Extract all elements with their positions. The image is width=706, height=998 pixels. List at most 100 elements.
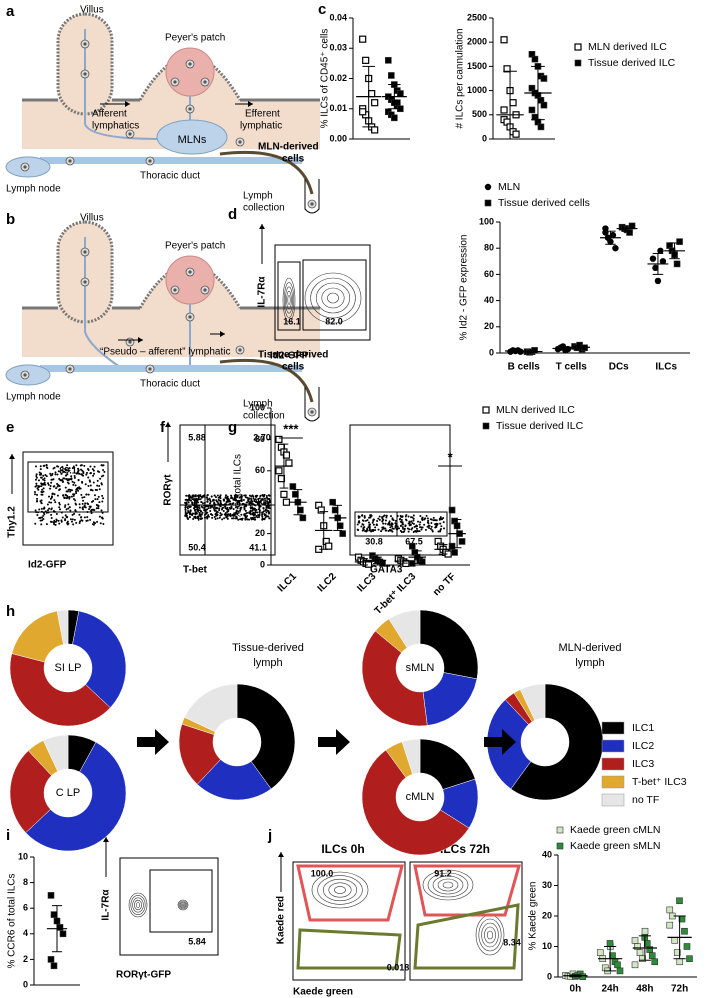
event (49, 485, 52, 488)
event (186, 507, 189, 510)
donut-segment (42, 734, 69, 772)
event (218, 509, 221, 512)
y-tick-label: 2500 (467, 12, 487, 22)
data-point (339, 530, 346, 537)
event (244, 509, 247, 512)
data-point (612, 245, 619, 252)
event (415, 527, 418, 530)
event (399, 524, 402, 527)
event (92, 481, 95, 484)
event (42, 517, 45, 520)
event (372, 518, 375, 521)
event (240, 513, 243, 516)
event (36, 493, 39, 496)
event (89, 484, 92, 487)
contour (334, 886, 346, 894)
event (91, 489, 94, 492)
contour (475, 914, 505, 956)
y-tick-label: 30 (542, 880, 552, 890)
event (198, 511, 201, 514)
label: collection (243, 203, 285, 214)
event (66, 496, 69, 499)
event (224, 505, 227, 508)
event (228, 500, 231, 503)
event (69, 488, 72, 491)
event (34, 491, 37, 494)
collection-tube (304, 387, 320, 422)
contour (427, 872, 469, 898)
event (66, 464, 69, 467)
x-tick-label: 24h (602, 984, 619, 995)
event (45, 466, 48, 469)
event (209, 499, 212, 502)
event (394, 522, 397, 525)
event (50, 507, 53, 510)
event (69, 490, 72, 493)
event (69, 518, 72, 521)
data-point (59, 930, 67, 938)
data-point (673, 260, 681, 268)
event (206, 494, 209, 497)
arrow-head (220, 331, 225, 337)
event (377, 517, 380, 520)
event (209, 509, 212, 512)
label: Thoracic duct (140, 379, 200, 390)
event (37, 479, 40, 482)
event (35, 473, 38, 476)
event (73, 512, 76, 515)
cell-nucleus (148, 367, 152, 371)
y-tick-label: 60 (484, 269, 494, 279)
event (236, 502, 239, 505)
event (374, 526, 377, 529)
event (370, 530, 373, 533)
event (394, 526, 397, 529)
contour (315, 282, 351, 314)
event (231, 513, 234, 516)
event (75, 464, 78, 467)
event (416, 530, 419, 533)
event (230, 505, 233, 508)
event (61, 516, 64, 519)
cell-nucleus (173, 80, 177, 84)
legend-label: Tissue derived cells (498, 197, 590, 209)
event (224, 507, 227, 510)
event (50, 513, 53, 516)
event (407, 530, 410, 533)
event (384, 519, 387, 522)
event (212, 506, 215, 509)
event (267, 494, 270, 497)
event (77, 472, 80, 475)
event (101, 494, 104, 497)
event (188, 506, 191, 509)
event (57, 519, 60, 522)
event (243, 494, 246, 497)
event (197, 510, 200, 513)
cell-nucleus (188, 315, 192, 319)
event (188, 497, 191, 500)
event (84, 502, 87, 505)
event (73, 518, 76, 521)
event (221, 518, 224, 521)
x-tick-label: 0h (570, 984, 582, 995)
panel-letter: h (6, 603, 15, 620)
event (381, 520, 384, 523)
event (34, 509, 37, 512)
event (218, 507, 221, 510)
event (52, 509, 55, 512)
event (45, 475, 48, 478)
event (402, 527, 405, 530)
event (240, 494, 243, 497)
event (430, 525, 433, 528)
axis-label: IL-7Rα (257, 276, 268, 308)
event (81, 496, 84, 499)
event (258, 513, 261, 516)
y-tick-label: 1000 (467, 85, 487, 95)
event (226, 495, 229, 498)
event (63, 477, 66, 480)
event (64, 504, 67, 507)
gate-value: 100.0 (311, 868, 334, 878)
data-point (50, 911, 58, 918)
data-point (408, 542, 416, 550)
contour (180, 902, 186, 908)
event (49, 472, 52, 475)
